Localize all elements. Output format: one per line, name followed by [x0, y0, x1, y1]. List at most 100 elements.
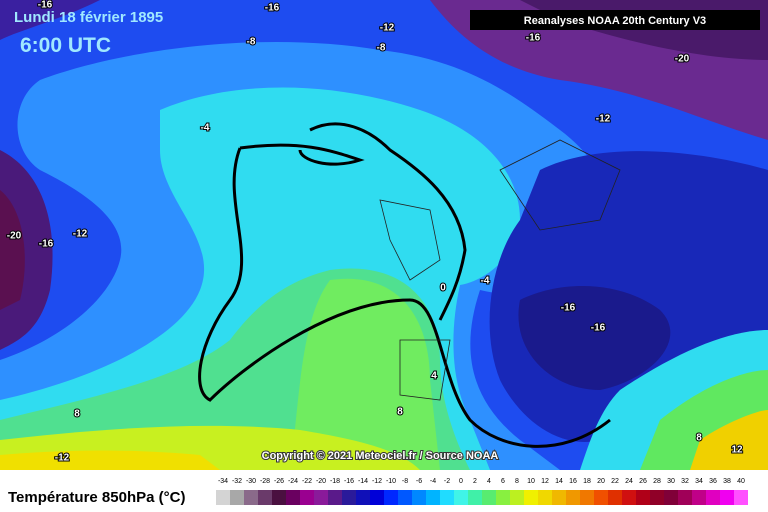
colorbar-swatch — [510, 490, 524, 505]
colorbar-label: -26 — [274, 478, 284, 485]
colorbar-swatch — [524, 490, 538, 505]
contour-labels: -16 -16 -12 -8 -8 -16 -20 -12 -4 -20 -16 -12 0 -4 -16 -… — [6, 0, 744, 465]
contour-label: 4 — [431, 371, 437, 382]
colorbar-swatch — [356, 490, 370, 505]
colorbar-label: 18 — [583, 478, 591, 485]
map-time: 6:00 UTC — [20, 34, 111, 57]
colorbar-swatch — [258, 490, 272, 505]
colorbar-swatch — [706, 490, 720, 505]
colorbar-swatch — [342, 490, 356, 505]
contour-label: -16 — [561, 303, 576, 314]
colorbar-swatch — [594, 490, 608, 505]
contour-label: -12 — [55, 453, 70, 464]
colorbar-swatch — [636, 490, 650, 505]
colorbar-swatch — [678, 490, 692, 505]
contour-label: -16 — [39, 239, 54, 250]
colorbar-label: -10 — [386, 478, 396, 485]
colorbar-label: 4 — [487, 478, 491, 485]
contour-label: 8 — [696, 433, 702, 444]
legend-title: Température 850hPa (°C) — [8, 489, 185, 506]
colorbar-swatch — [552, 490, 566, 505]
colorbar-swatch — [328, 490, 342, 505]
colorbar-label: -16 — [344, 478, 354, 485]
colorbar-swatch — [468, 490, 482, 505]
colorbar-label: 24 — [625, 478, 633, 485]
colorbar-swatch — [286, 490, 300, 505]
colorbar-label: 34 — [695, 478, 703, 485]
copyright: Copyright © 2021 Meteociel.fr / Source N… — [262, 450, 499, 462]
colorbar-label: 6 — [501, 478, 505, 485]
colorbar-swatch — [496, 490, 510, 505]
contour-label: -16 — [265, 3, 280, 14]
contour-label: -4 — [481, 276, 490, 287]
colorbar-swatch — [566, 490, 580, 505]
colorbar-swatch — [482, 490, 496, 505]
colorbar-label: 2 — [473, 478, 477, 485]
contour-label: -4 — [201, 123, 210, 134]
colorbar-label: 8 — [515, 478, 519, 485]
colorbar-label: -6 — [416, 478, 422, 485]
colorbar-label: -32 — [232, 478, 242, 485]
colorbar-swatch — [720, 490, 734, 505]
colorbar-label: -28 — [260, 478, 270, 485]
colorbar-label: 28 — [653, 478, 661, 485]
colorbar-swatch — [412, 490, 426, 505]
colorbar-label: 38 — [723, 478, 731, 485]
colorbar-label: 32 — [681, 478, 689, 485]
colorbar-swatch — [384, 490, 398, 505]
contour-label: -16 — [526, 33, 541, 44]
colorbar-label: -24 — [288, 478, 298, 485]
contour-label: -20 — [7, 231, 22, 242]
colorbar-swatch — [664, 490, 678, 505]
colorbar-label: 12 — [541, 478, 549, 485]
colorbar-swatch — [314, 490, 328, 505]
colorbar-swatch — [734, 490, 748, 505]
contour-label: -8 — [247, 37, 256, 48]
colorbar-label: -14 — [358, 478, 368, 485]
contour-label: 12 — [731, 445, 743, 456]
colorbar-swatch — [230, 490, 244, 505]
colorbar-label: -4 — [430, 478, 436, 485]
contour-label: 0 — [440, 283, 446, 294]
colorbar-swatch — [272, 490, 286, 505]
contour-label: 8 — [74, 409, 80, 420]
colorbar-swatch — [440, 490, 454, 505]
colorbar-swatch — [538, 490, 552, 505]
colorbar-label: -12 — [372, 478, 382, 485]
colorbar-label: -8 — [402, 478, 408, 485]
source-box — [470, 10, 760, 30]
contour-label: 8 — [397, 407, 403, 418]
colorbar-swatch — [216, 490, 230, 505]
colorbar-swatch — [370, 490, 384, 505]
colorbar-label: -34 — [218, 478, 228, 485]
colorbar-swatch — [426, 490, 440, 505]
contour-label: -12 — [596, 114, 611, 125]
colorbar-swatch — [608, 490, 622, 505]
contour-label: -12 — [380, 23, 395, 34]
colorbar-label: 22 — [611, 478, 619, 485]
colorbar-swatch — [650, 490, 664, 505]
colorbar-label: 36 — [709, 478, 717, 485]
colorbar-label: 0 — [459, 478, 463, 485]
colorbar-swatch — [622, 490, 636, 505]
colorbar-label: 30 — [667, 478, 675, 485]
colorbar-label: 10 — [527, 478, 535, 485]
colorbar-label: 14 — [555, 478, 563, 485]
contour-label: -8 — [377, 43, 386, 54]
colorbar-swatch — [454, 490, 468, 505]
colorbar-label: 26 — [639, 478, 647, 485]
colorbar-swatch — [398, 490, 412, 505]
colorbar-label: -22 — [302, 478, 312, 485]
colorbar-swatch — [580, 490, 594, 505]
colorbar-label: -30 — [246, 478, 256, 485]
colorbar-swatch — [244, 490, 258, 505]
colorbar-swatch — [692, 490, 706, 505]
map-background — [0, 0, 768, 470]
colorbar-label: 16 — [569, 478, 577, 485]
source-label: Reanalyses NOAA 20th Century V3 — [524, 15, 706, 27]
contour-label: -16 — [591, 323, 606, 334]
colorbar-label: -18 — [330, 478, 340, 485]
map-date: Lundi 18 février 1895 — [14, 9, 163, 26]
contour-label: -20 — [675, 54, 690, 65]
